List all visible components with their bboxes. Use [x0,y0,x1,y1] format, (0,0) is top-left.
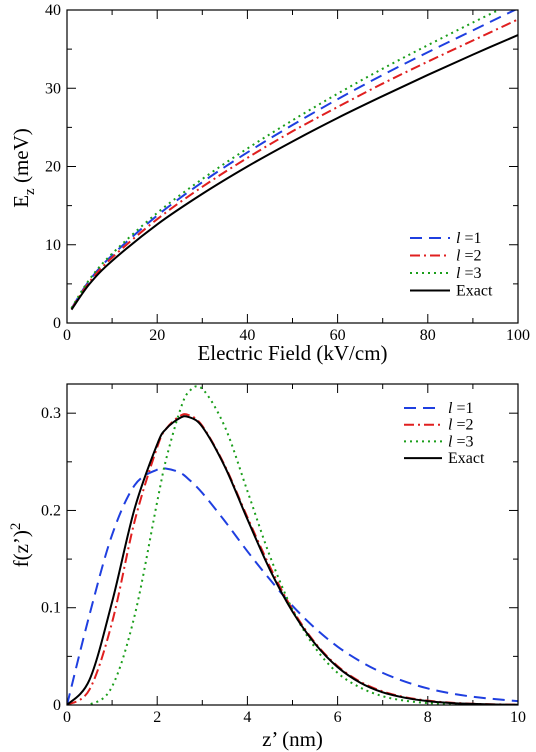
legend-label-italic: l [448,433,453,450]
x-axis-label: z’ (nm) [262,727,323,751]
y-axis-label: f(z’)2 [8,523,33,568]
series-line-3 [67,385,518,705]
legend-label: l =2 [448,417,473,434]
y-axis-label-main: E [9,195,33,208]
legend-label-italic: l [448,400,453,417]
y-tick-label: 0 [53,697,61,714]
x-tick-label: 40 [239,327,255,344]
legend-label-text: Exact [456,283,493,300]
y-axis-label: Ez (meV) [9,128,38,208]
legend-label-italic: l [456,230,461,247]
x-tick-label: 8 [424,709,432,726]
x-tick-label: 20 [149,327,165,344]
y-tick-label: 40 [45,2,61,19]
x-tick-label: 100 [506,327,530,344]
x-tick-label: 60 [330,327,346,344]
y-tick-label: 0.3 [41,405,61,422]
x-tick-label: 6 [334,709,342,726]
x-tick-label: 2 [153,709,161,726]
series-line-1 [67,466,518,705]
legend-label-text: =3 [460,265,481,282]
series-line-2 [70,18,518,310]
legend-label-text: =1 [460,230,481,247]
legend-label: l =1 [456,230,481,247]
x-tick-label: 0 [63,709,71,726]
y-tick-label: 10 [45,237,61,254]
legend-label: l =3 [456,265,481,282]
y-axis-label-subscript: z [22,188,38,195]
legend-label-text: Exact [448,450,485,467]
legend-label-italic: l [448,417,453,434]
series-line-3 [70,10,501,309]
y-tick-label: 20 [45,159,61,176]
legend-label: Exact [448,450,485,467]
legend-label: Exact [456,283,493,300]
x-tick-label: 10 [510,709,526,726]
legend-label: l =3 [448,433,473,450]
legend-label-italic: l [456,248,461,265]
y-tick-label: 0.1 [41,600,61,617]
x-tick-label: 0 [63,327,71,344]
legend-label-italic: l [456,265,461,282]
x-axis-label: Electric Field (kV/cm) [197,341,387,365]
legend-label-text: =2 [452,417,473,434]
series-line-Exact [67,415,518,705]
series-line-1 [70,10,518,309]
series-line-Exact [70,34,518,311]
x-tick-label: 4 [243,709,251,726]
y-tick-label: 30 [45,80,61,97]
y-axis-label-unit: (meV) [9,128,33,188]
y-axis-label-superscript: 2 [8,523,24,531]
legend-label-text: =1 [452,400,473,417]
y-tick-label: 0.2 [41,502,61,519]
legend-label: l =1 [448,400,473,417]
y-axis-label-main: f(z’) [9,530,33,567]
x-tick-label: 80 [420,327,436,344]
legend-label-text: =3 [452,433,473,450]
y-tick-label: 0 [53,315,61,332]
plot-frame [66,9,519,324]
legend-label: l =2 [456,248,481,265]
legend-label-text: =2 [460,248,481,265]
plot-frame [66,383,519,706]
